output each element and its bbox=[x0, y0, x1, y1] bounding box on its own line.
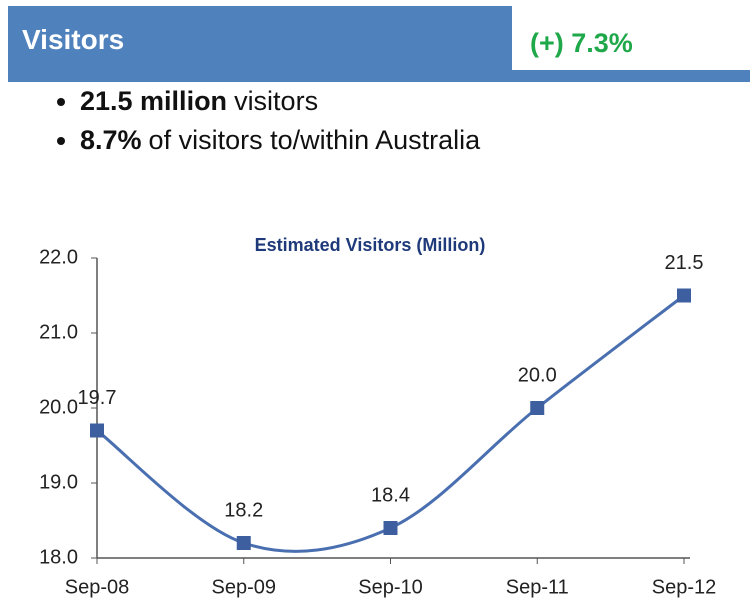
marker bbox=[90, 423, 104, 438]
marker bbox=[236, 536, 251, 550]
value-label: 18.4 bbox=[371, 484, 410, 506]
y-tick-label: 21.0 bbox=[39, 321, 78, 343]
value-label: 18.2 bbox=[224, 499, 263, 521]
marker bbox=[383, 521, 398, 535]
x-tick-label: Sep-12 bbox=[652, 576, 717, 598]
chart-title: Estimated Visitors (Million) bbox=[255, 235, 486, 255]
y-tick-label: 19.0 bbox=[39, 471, 78, 493]
header-change: (+) 7.3% bbox=[530, 28, 633, 58]
y-tick-label: 20.0 bbox=[39, 396, 78, 418]
value-label: 21.5 bbox=[665, 252, 704, 274]
bullet-bold: 21.5 million bbox=[80, 86, 228, 116]
bullet-text: visitors bbox=[234, 86, 319, 116]
header-bar bbox=[8, 6, 512, 82]
x-tick-label: Sep-09 bbox=[212, 576, 277, 598]
marker bbox=[677, 288, 691, 303]
y-tick-label: 18.0 bbox=[39, 546, 78, 568]
header-strip bbox=[8, 70, 750, 82]
bullet-bold: 8.7% bbox=[80, 125, 142, 155]
value-label: 19.7 bbox=[78, 387, 117, 409]
bullet: 8.7%of visitors to/within Australia bbox=[80, 125, 480, 156]
value-label: 20.0 bbox=[518, 364, 557, 386]
header-title: Visitors bbox=[22, 24, 125, 55]
bullet-text: of visitors to/within Australia bbox=[148, 125, 481, 155]
y-tick-label: 22.0 bbox=[39, 246, 78, 268]
x-tick-label: Sep-10 bbox=[358, 576, 423, 598]
x-tick-label: Sep-08 bbox=[65, 576, 130, 598]
x-tick-label: Sep-11 bbox=[506, 576, 569, 598]
line bbox=[96, 294, 685, 553]
marker bbox=[530, 401, 545, 415]
